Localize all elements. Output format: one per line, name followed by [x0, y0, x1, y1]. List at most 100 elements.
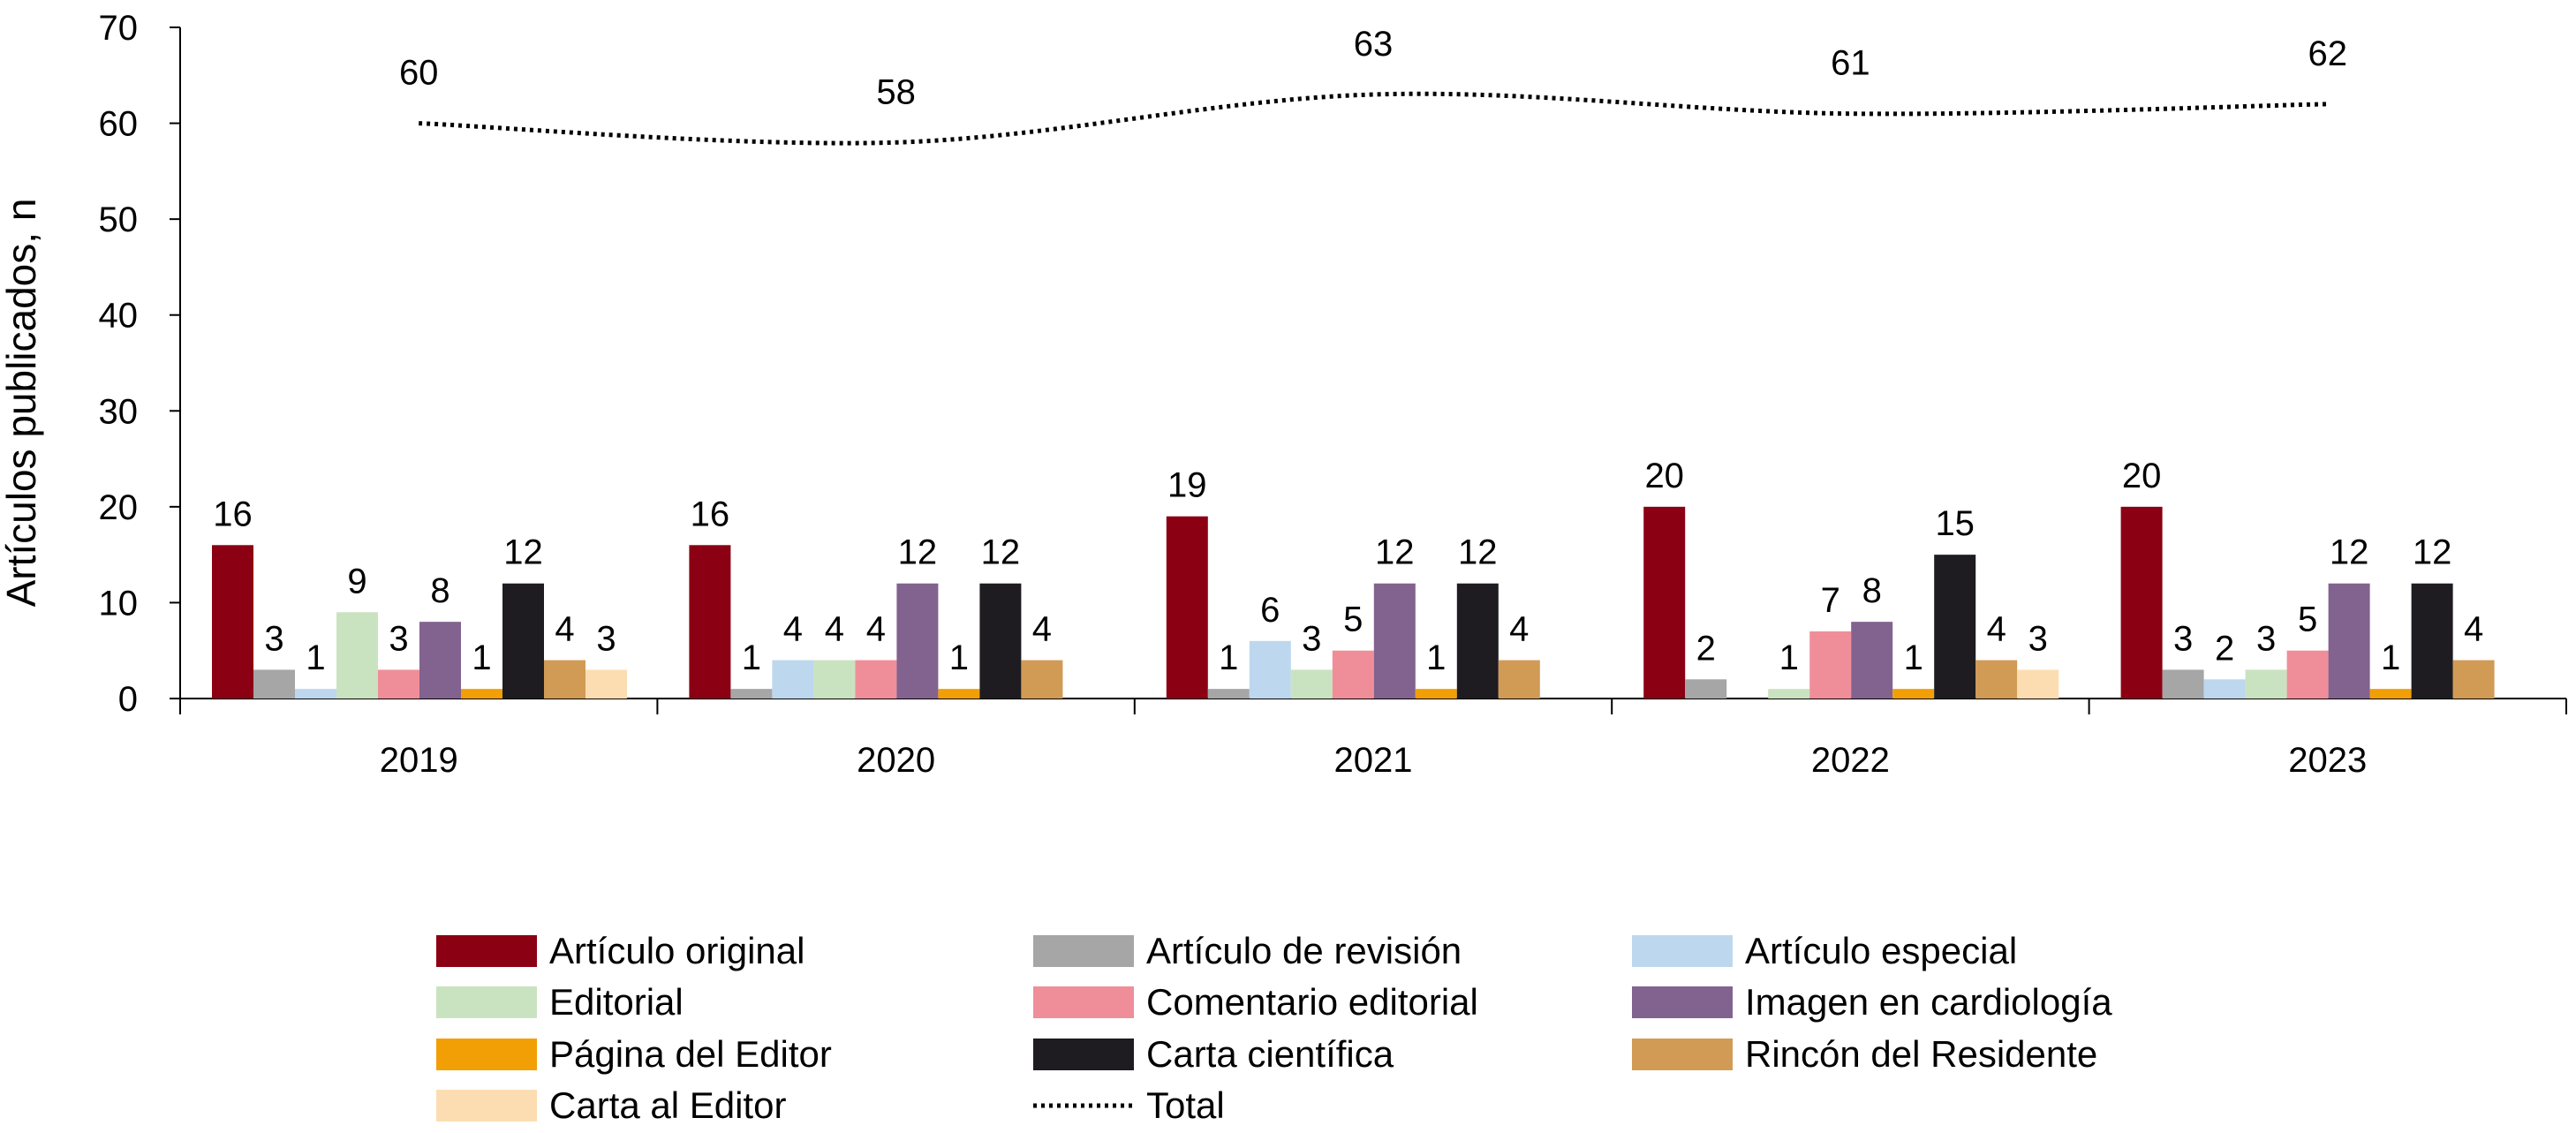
- bar-value-label: 2: [2215, 629, 2234, 668]
- legend-label: Rincón del Residente: [1745, 1033, 2097, 1075]
- bar-value-label: 8: [1862, 571, 1882, 610]
- legend-item: Artículo original: [436, 930, 805, 971]
- bar-value-label: 3: [2028, 619, 2048, 658]
- bar: [585, 669, 627, 699]
- bar: [378, 669, 419, 699]
- legend-swatch: [436, 935, 537, 967]
- bar: [979, 583, 1022, 699]
- bar: [502, 583, 544, 699]
- legend-item: Total: [1033, 1084, 1225, 1126]
- bar-value-label: 16: [691, 495, 730, 533]
- bar-value-label: 1: [1219, 638, 1238, 677]
- y-axis-title: Artículos publicados, n: [0, 199, 44, 608]
- bar-value-label: 2: [1696, 629, 1716, 668]
- legend-label: Imagen en cardiología: [1745, 981, 2112, 1023]
- bar-value-label: 12: [898, 533, 938, 572]
- bar-value-label: 7: [1821, 581, 1840, 620]
- bar: [938, 689, 980, 699]
- bar-value-label: 1: [949, 638, 969, 677]
- bar-value-label: 12: [1458, 533, 1498, 572]
- bar: [253, 669, 295, 699]
- bar-value-label: 3: [1302, 619, 1321, 658]
- bar: [212, 545, 253, 699]
- bar-value-label: 6: [1260, 591, 1280, 630]
- bar: [1892, 689, 1935, 699]
- total-line-path: [419, 91, 2328, 146]
- total-value-label: 60: [399, 54, 439, 93]
- legend-swatch: [436, 1039, 537, 1070]
- bar: [2203, 679, 2246, 699]
- bar-value-label: 4: [825, 610, 844, 649]
- bar: [813, 660, 856, 699]
- total-value-label: 58: [876, 72, 916, 111]
- bar-value-label: 3: [389, 619, 408, 658]
- bar: [772, 660, 814, 699]
- legend-item: Artículo de revisión: [1033, 930, 1462, 971]
- bar: [855, 660, 897, 699]
- bar: [1332, 650, 1374, 699]
- legend-item: Rincón del Residente: [1632, 1033, 2097, 1075]
- bar: [1768, 689, 1810, 699]
- bar: [1643, 506, 1686, 699]
- x-tick-label: 2023: [2288, 741, 2367, 780]
- bar-value-label: 12: [1375, 533, 1415, 572]
- legend-swatch: [436, 1090, 537, 1122]
- bar-value-label: 5: [1343, 600, 1363, 639]
- y-tick-label: 50: [99, 200, 139, 239]
- bar: [1290, 669, 1333, 699]
- bar: [1207, 689, 1250, 699]
- bar-value-label: 12: [2330, 533, 2369, 572]
- bar-value-label: 1: [2381, 638, 2400, 677]
- legend-item: Artículo especial: [1632, 930, 2017, 971]
- bar: [1809, 631, 1852, 699]
- bar: [896, 583, 939, 699]
- bar-value-label: 4: [866, 610, 886, 649]
- bar-value-label: 12: [2413, 533, 2452, 572]
- bar: [2452, 660, 2495, 699]
- bar: [1498, 660, 1540, 699]
- bar-value-label: 5: [2298, 600, 2317, 639]
- legend-label: Artículo de revisión: [1146, 930, 1462, 971]
- bar: [730, 689, 773, 699]
- bar: [2369, 689, 2412, 699]
- y-tick-label: 10: [99, 584, 139, 623]
- bar-value-label: 4: [1987, 610, 2006, 649]
- total-value-label: 62: [2308, 34, 2348, 73]
- bar-value-label: 12: [503, 533, 543, 572]
- bar: [1249, 640, 1291, 699]
- bar: [1021, 660, 1063, 699]
- bar: [689, 545, 731, 699]
- legend-label: Total: [1146, 1084, 1225, 1126]
- legend: Artículo original Artículo de revisión Art…: [436, 930, 2112, 1126]
- x-tick-label: 2022: [1811, 741, 1890, 780]
- total-value-label: 63: [1354, 25, 1394, 64]
- legend-label: Página del Editor: [549, 1033, 832, 1075]
- bar-value-label: 15: [1935, 504, 1975, 543]
- bar: [1456, 583, 1499, 699]
- bar-value-label: 19: [1167, 466, 1207, 505]
- bar-value-label: 20: [1644, 457, 1684, 495]
- total-value-label: 61: [1831, 44, 1870, 83]
- legend-label: Editorial: [549, 981, 684, 1023]
- x-tick-label: 2019: [380, 741, 458, 780]
- bar: [2328, 583, 2370, 699]
- bar: [1166, 516, 1208, 699]
- legend-swatch: [1033, 986, 1134, 1018]
- legend-label: Carta científica: [1146, 1033, 1394, 1075]
- bar: [1934, 555, 1976, 699]
- legend-swatch: [436, 986, 537, 1018]
- bar-value-label: 1: [1426, 638, 1446, 677]
- bar-value-label: 16: [213, 495, 253, 533]
- bar: [461, 689, 502, 699]
- legend-item: Carta al Editor: [436, 1084, 786, 1126]
- bar: [1975, 660, 2018, 699]
- bar: [2162, 669, 2204, 699]
- legend-item: Página del Editor: [436, 1033, 832, 1075]
- bar-value-label: 20: [2122, 457, 2162, 495]
- y-tick-label: 0: [118, 680, 138, 719]
- y-tick-label: 30: [99, 392, 139, 431]
- bar-value-label: 4: [1032, 610, 1052, 649]
- bar-value-label: 1: [1779, 638, 1799, 677]
